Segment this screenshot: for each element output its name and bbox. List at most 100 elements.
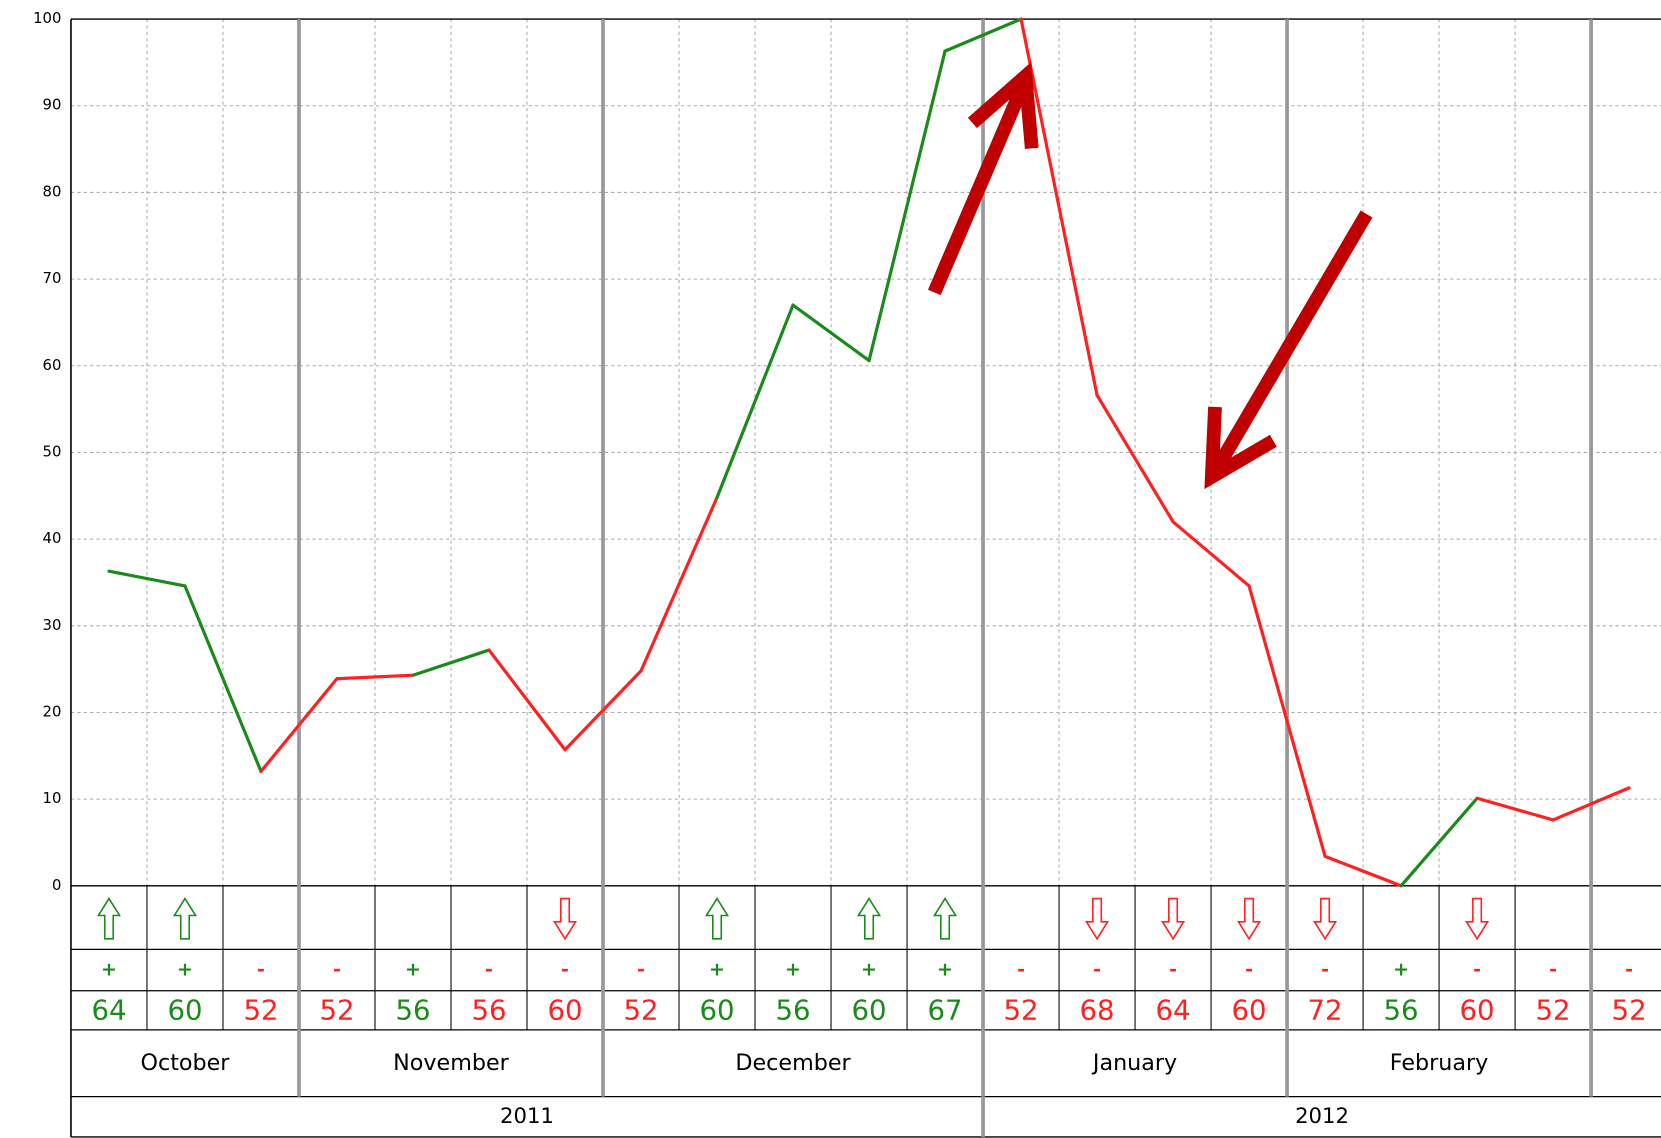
- line-segment: [867, 49, 947, 363]
- signal-arrow: [172, 897, 198, 940]
- sign-label: -: [1549, 959, 1557, 981]
- number-label: 52: [1612, 994, 1647, 1026]
- line-segment: [1475, 796, 1555, 822]
- line-segment: [1019, 17, 1099, 397]
- month-label: January: [1091, 1050, 1177, 1076]
- annotation-arrow-head: [1204, 406, 1277, 490]
- signal-arrow: [933, 897, 958, 940]
- sign-label: -: [333, 959, 341, 981]
- line: [107, 17, 1631, 888]
- line-segment: [1171, 520, 1251, 588]
- line-segment: [943, 17, 1023, 53]
- sign-label: -: [1473, 959, 1481, 981]
- sign-label: -: [637, 959, 645, 981]
- sign-label: +: [1393, 959, 1409, 981]
- table: +64 +60 - 52 - 52 +56 - 56 - 60 - 52 +60 +56 +60 +67 - 52 -…: [70, 18, 1661, 1138]
- line-segment: [791, 303, 871, 363]
- signal-arrow: [96, 897, 122, 940]
- y-tick-label: 30: [43, 617, 62, 634]
- sign-label: +: [177, 959, 193, 981]
- month-label: November: [393, 1050, 510, 1076]
- y-tick-label: 70: [43, 270, 62, 287]
- annotation-arrow-head: [967, 62, 1039, 149]
- signal-arrow: [552, 897, 578, 941]
- line-segment: [183, 584, 263, 773]
- sign-label: +: [101, 959, 117, 981]
- signal-arrow: [1161, 897, 1186, 941]
- signal-arrow: [1313, 897, 1338, 941]
- number-label: 60: [547, 994, 582, 1026]
- sign-label: -: [1625, 959, 1633, 981]
- signal-arrow: [704, 897, 730, 940]
- line-segment: [639, 495, 719, 673]
- sign-label: -: [1321, 959, 1329, 981]
- number-label: 60: [1232, 994, 1267, 1026]
- line-segment: [1551, 786, 1631, 822]
- number-label: 64: [91, 994, 126, 1026]
- sign-label: -: [1245, 959, 1253, 981]
- sign-label: +: [709, 959, 725, 981]
- month-label: October: [140, 1050, 230, 1076]
- number-label: 52: [1004, 994, 1039, 1026]
- sign-label: +: [785, 959, 801, 981]
- y-tick-label: 40: [43, 530, 62, 547]
- line-segment: [563, 669, 643, 752]
- number-label: 60: [852, 994, 887, 1026]
- y-tick-label: 50: [43, 443, 62, 460]
- sign-label: -: [1093, 959, 1101, 981]
- sign-label: +: [861, 959, 877, 981]
- y-tick-label: 20: [43, 703, 62, 720]
- number-label: 60: [1460, 994, 1495, 1026]
- annotation-arrows: [927, 62, 1373, 490]
- y-tick-label: 10: [43, 790, 62, 807]
- number-label: 52: [623, 994, 658, 1026]
- line-segment: [715, 303, 795, 500]
- sign-label: +: [405, 959, 421, 981]
- sign-label: -: [485, 959, 493, 981]
- y-tick-label: 90: [43, 97, 62, 114]
- number-label: 64: [1156, 994, 1191, 1026]
- line-segment: [1323, 854, 1403, 888]
- signal-arrow: [1085, 897, 1110, 941]
- number-label: 56: [471, 994, 506, 1026]
- number-label: 67: [928, 994, 963, 1026]
- number-label: 56: [395, 994, 430, 1026]
- month-label: December: [735, 1050, 851, 1076]
- y-tick-label: 0: [52, 877, 61, 894]
- signal-arrow: [1237, 897, 1262, 941]
- annotation-arrow: [927, 82, 1030, 296]
- line-segment: [107, 569, 187, 588]
- line-segment: [1247, 584, 1327, 858]
- signal-arrow: [1465, 897, 1490, 941]
- line-segment: [259, 677, 339, 773]
- y-tick-label: 100: [33, 10, 61, 27]
- number-label: 56: [776, 994, 811, 1026]
- number-label: 52: [243, 994, 278, 1026]
- signal-arrow: [857, 897, 882, 940]
- sign-label: -: [257, 959, 265, 981]
- number-label: 60: [167, 994, 202, 1026]
- y-tick-label: 80: [43, 183, 62, 200]
- number-label: 68: [1080, 994, 1115, 1026]
- grid: 0 10 20 30 40 50 60 70 80 90 100: [33, 10, 1661, 894]
- line-segment: [1095, 393, 1175, 524]
- line-segment: [1399, 796, 1479, 888]
- y-tick-label: 60: [43, 357, 62, 374]
- number-label: 56: [1384, 994, 1419, 1026]
- annotation-arrow: [1212, 210, 1373, 470]
- number-label: 60: [700, 994, 735, 1026]
- line-segment: [335, 673, 415, 681]
- year-label: 2011: [500, 1103, 554, 1128]
- sign-label: +: [937, 959, 953, 981]
- number-label: 72: [1308, 994, 1343, 1026]
- sign-label: -: [561, 959, 569, 981]
- number-label: 52: [319, 994, 354, 1026]
- line-segment: [487, 648, 567, 752]
- year-label: 2012: [1295, 1103, 1349, 1128]
- sign-label: -: [1017, 959, 1025, 981]
- sign-label: -: [1169, 959, 1177, 981]
- line-segment: [411, 648, 491, 677]
- number-label: 52: [1536, 994, 1571, 1026]
- month-label: February: [1390, 1050, 1489, 1076]
